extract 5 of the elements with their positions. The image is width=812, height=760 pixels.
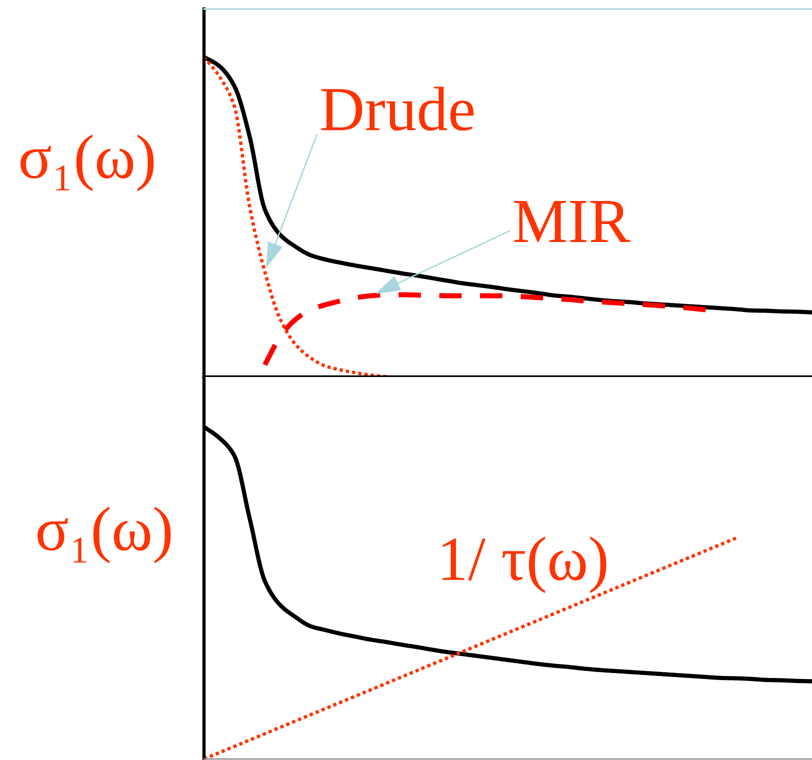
series-label: 1/ τ(ω)	[442, 536, 606, 594]
y-axis-title: σ₁(ω)	[20, 134, 154, 192]
series-label: Drude	[321, 86, 474, 131]
y-axis-title: σ₁(ω)	[38, 506, 171, 564]
series-label: MIR	[514, 201, 630, 242]
